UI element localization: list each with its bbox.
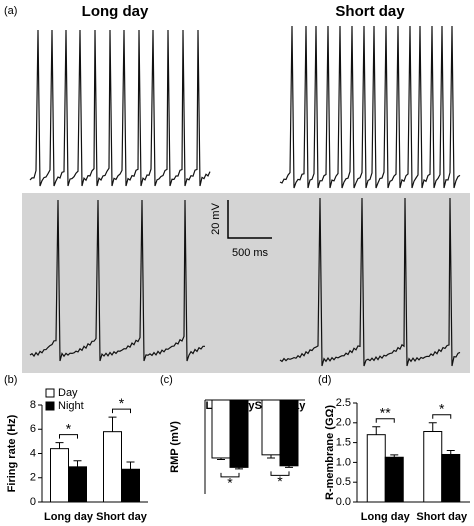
error-bar [55, 442, 64, 449]
error-bar [108, 416, 117, 432]
error-bar [372, 426, 381, 435]
significance-label: * [119, 395, 125, 411]
significance-label: * [277, 473, 283, 489]
y-tick-label: 0.5 [336, 476, 351, 488]
legend-swatch [45, 401, 55, 411]
error-bar [217, 457, 225, 461]
y-tick-label: 1.0 [336, 456, 351, 468]
trace [279, 197, 461, 367]
significance-label: ** [380, 404, 391, 420]
y-tick-label: 8 [30, 399, 36, 411]
error-bar [73, 460, 82, 467]
scale-time: 500 ms [232, 247, 269, 259]
condition-title: Short day [335, 3, 405, 20]
trace [279, 25, 461, 189]
legend-label: Night [58, 400, 84, 412]
panel-label: (b) [4, 374, 17, 386]
significance-bracket [112, 408, 131, 414]
bar [50, 448, 69, 503]
y-tick-label: 2 [30, 472, 36, 484]
error-bar [428, 422, 437, 432]
significance-label: * [227, 475, 233, 491]
y-tick-label: 6 [30, 423, 36, 435]
legend-label: Day [58, 387, 78, 399]
bar [384, 456, 404, 503]
error-bar [126, 461, 135, 470]
bar [366, 434, 386, 503]
bar [279, 399, 299, 467]
y-tick-label: 2.0 [336, 417, 351, 429]
significance-label: * [439, 401, 445, 417]
panel-label: (c) [160, 374, 173, 386]
significance-bracket [270, 471, 290, 476]
bar [229, 399, 249, 468]
y-tick-label: 1.5 [336, 437, 351, 449]
y-axis-title: RMP (mV) [169, 421, 181, 473]
panel-label: (a) [4, 5, 17, 17]
error-bar [235, 467, 243, 470]
trace [29, 199, 205, 362]
x-tick-label: Short day [416, 511, 468, 523]
scale-voltage: 20 mV [210, 202, 222, 234]
scale-bar [227, 200, 272, 239]
significance-label: * [66, 420, 72, 436]
bar [261, 399, 281, 456]
significance-bracket [220, 472, 240, 478]
significance-bracket [375, 418, 395, 423]
bar [121, 468, 140, 503]
bar [423, 431, 443, 503]
condition-title: Long day [82, 3, 149, 20]
x-tick-label: Short day [96, 511, 148, 523]
voltage-traces [29, 25, 461, 367]
legend-swatch [45, 388, 55, 398]
x-tick-label: Long day [361, 511, 411, 523]
y-axis-title: R-membrane (GΩ) [324, 405, 336, 500]
y-tick-label: 0.0 [336, 496, 351, 508]
error-bar [446, 450, 455, 455]
error-bar [267, 454, 275, 459]
bar [211, 399, 231, 459]
error-bar [285, 465, 293, 468]
bar [68, 466, 87, 503]
y-tick-label: 4 [30, 447, 36, 459]
y-axis-title: Firing rate (Hz) [6, 414, 18, 492]
bar [441, 453, 461, 503]
bar [103, 431, 122, 503]
significance-bracket [432, 414, 452, 419]
panel-label: (d) [318, 374, 331, 386]
error-bar [390, 454, 399, 458]
y-tick-label: 2.5 [336, 397, 351, 409]
trace [29, 29, 211, 187]
x-tick-label: Long day [44, 511, 94, 523]
significance-bracket [59, 434, 78, 439]
y-tick-label: 0 [30, 496, 36, 508]
